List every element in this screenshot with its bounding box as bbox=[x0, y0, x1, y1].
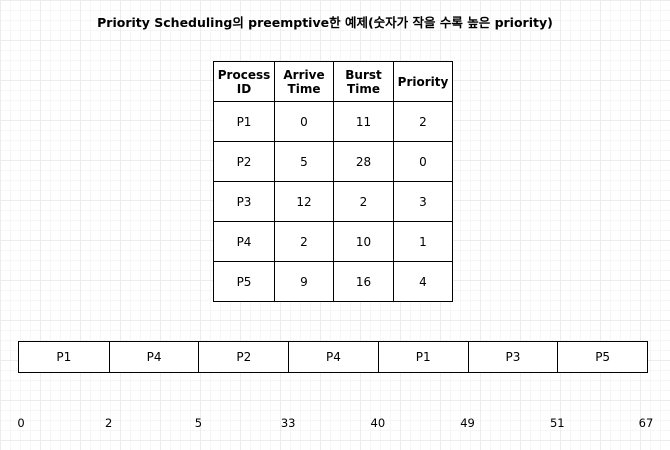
gantt-tick-label: 40 bbox=[370, 416, 386, 430]
table-row: P2 5 28 0 bbox=[213, 141, 453, 182]
gantt-tick-label: 51 bbox=[549, 416, 565, 430]
cell-process-id: P4 bbox=[213, 221, 275, 262]
gantt-segment: P1 bbox=[377, 342, 468, 372]
table-row: P5 9 16 4 bbox=[213, 261, 453, 302]
cell-priority: 1 bbox=[393, 221, 453, 262]
cell-arrive-time: 12 bbox=[274, 181, 334, 222]
table-row: P4 2 10 1 bbox=[213, 221, 453, 262]
header-arrive-time: Arrive Time bbox=[274, 61, 334, 102]
cell-priority: 0 bbox=[393, 141, 453, 182]
header-process-id-line2: ID bbox=[236, 81, 252, 96]
cell-burst-time: 11 bbox=[333, 101, 394, 142]
cell-arrive-time: 2 bbox=[274, 221, 334, 262]
table-row: P1 0 11 2 bbox=[213, 101, 453, 142]
header-arrive-time-line1: Arrive bbox=[283, 67, 325, 82]
header-arrive-time-line2: Time bbox=[287, 81, 321, 96]
header-burst-time-line1: Burst bbox=[345, 67, 382, 82]
gantt-segment: P1 bbox=[56, 350, 72, 364]
header-burst-time-line2: Time bbox=[347, 81, 380, 96]
gantt-tick-label: 49 bbox=[460, 416, 475, 430]
header-process-id-line1: Process bbox=[217, 67, 271, 82]
cell-priority: 3 bbox=[393, 181, 453, 222]
cell-arrive-time: 5 bbox=[274, 141, 334, 182]
diagram-title: Priority Scheduling의 preemptive한 예제(숫자가 … bbox=[97, 15, 553, 30]
cell-process-id: P1 bbox=[213, 101, 275, 142]
gantt-tick-label: 2 bbox=[105, 416, 113, 430]
header-process-id: Process ID bbox=[213, 61, 275, 102]
cell-burst-time: 2 bbox=[333, 181, 394, 222]
gantt-segment: P5 bbox=[557, 342, 647, 372]
header-priority: Priority bbox=[393, 61, 453, 102]
cell-arrive-time: 9 bbox=[274, 261, 334, 302]
cell-priority: 2 bbox=[393, 101, 453, 142]
cell-burst-time: 10 bbox=[333, 221, 394, 262]
cell-burst-time: 28 bbox=[333, 141, 394, 182]
table-row: P3 12 2 3 bbox=[213, 181, 453, 222]
cell-arrive-time: 0 bbox=[274, 101, 334, 142]
gantt-tick-label: 5 bbox=[194, 416, 203, 430]
gantt-tick-label: 67 bbox=[638, 416, 654, 430]
gantt-segment: P3 bbox=[467, 342, 558, 372]
cell-priority: 4 bbox=[393, 261, 453, 302]
gantt-chart: P1 P4 P2 P4 P1 P3 P5 bbox=[18, 341, 648, 373]
cell-burst-time: 16 bbox=[333, 261, 394, 302]
process-table: Process ID Arrive Time Burst Time Priori… bbox=[213, 61, 453, 302]
gantt-segment: P2 bbox=[198, 342, 288, 372]
gantt-segment: P4 bbox=[108, 342, 199, 372]
cell-process-id: P3 bbox=[213, 181, 275, 222]
gantt-tick-label: 0 bbox=[17, 416, 25, 430]
gantt-segment: P4 bbox=[288, 342, 378, 372]
cell-process-id: P5 bbox=[213, 261, 275, 302]
header-burst-time: Burst Time bbox=[333, 61, 394, 102]
gantt-tick-label: 33 bbox=[280, 416, 296, 430]
cell-process-id: P2 bbox=[213, 141, 275, 182]
table-header-row: Process ID Arrive Time Burst Time Priori… bbox=[213, 61, 453, 102]
